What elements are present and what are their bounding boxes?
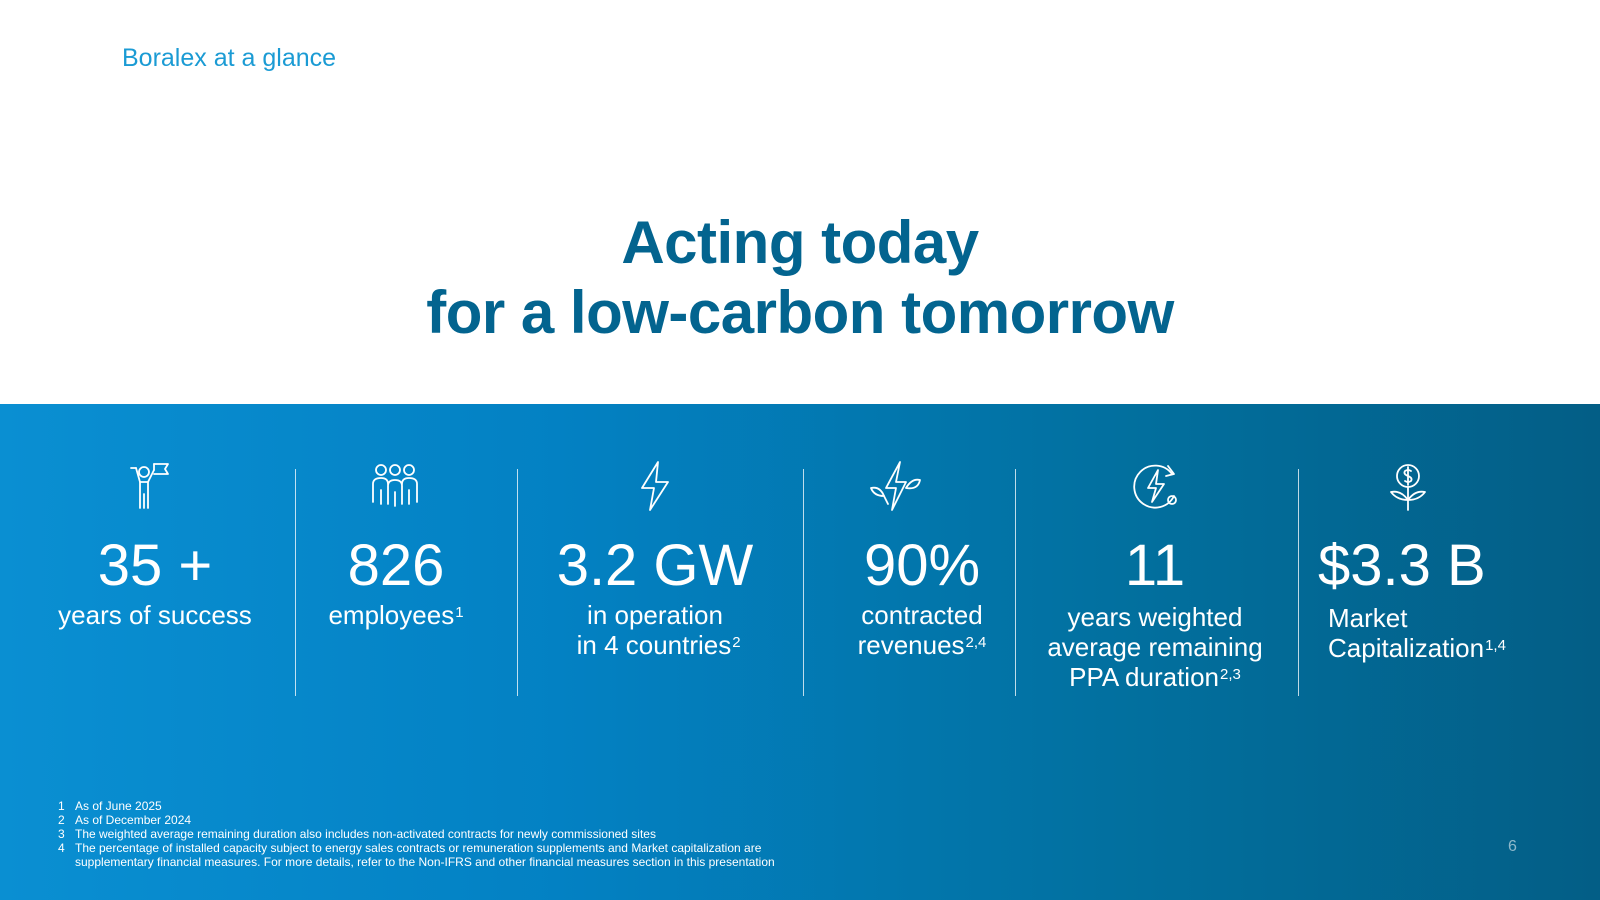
lightning-bolt-icon xyxy=(628,460,682,514)
group-people-icon xyxy=(368,460,422,514)
stat-value: $3.3 B xyxy=(1318,533,1486,598)
footnote: 2 As of December 2024 xyxy=(58,813,192,827)
person-flag-icon xyxy=(124,460,178,514)
headline: Acting today for a low-carbon tomorrow xyxy=(0,208,1600,348)
stat-caption: in operation in 4 countries2 xyxy=(540,600,770,660)
stat-employees: 826 employees1 xyxy=(316,404,476,900)
stat-caption: employees1 xyxy=(316,600,476,630)
caption-line: years of success xyxy=(58,600,252,630)
divider xyxy=(1298,469,1299,696)
caption-line: in operation xyxy=(587,600,723,630)
divider xyxy=(1015,469,1016,696)
stats-band: 35 + years of success 826 employ xyxy=(0,404,1600,900)
footnote: 1 As of June 2025 xyxy=(58,799,162,813)
footnote: 3 The weighted average remaining duration… xyxy=(58,827,656,841)
section-label: Boralex at a glance xyxy=(122,44,337,72)
headline-line-2: for a low-carbon tomorrow xyxy=(426,279,1174,346)
bolt-cycle-icon xyxy=(1128,460,1182,514)
divider xyxy=(295,469,296,696)
divider xyxy=(803,469,804,696)
stat-caption: years of success xyxy=(40,600,270,630)
stat-years-of-success: 35 + years of success xyxy=(40,404,270,900)
bolt-leaf-icon xyxy=(868,460,922,514)
stat-value: 3.2 GW xyxy=(556,533,754,598)
caption-line: contracted xyxy=(861,600,983,630)
stat-value: 826 xyxy=(347,533,445,598)
caption-line: PPA duration2,3 xyxy=(1069,662,1241,692)
caption-line: Market xyxy=(1328,603,1408,633)
stat-in-operation: 3.2 GW in operation in 4 countries2 xyxy=(540,404,770,900)
headline-line-1: Acting today xyxy=(621,209,979,276)
caption-line: average remaining xyxy=(1047,632,1263,662)
stat-caption: contracted revenues2,4 xyxy=(822,600,1022,660)
dollar-plant-icon xyxy=(1381,460,1435,514)
stat-caption: years weighted average remaining PPA dur… xyxy=(1030,602,1280,692)
stat-market-capitalization: $3.3 B Market Capitalization1,4 xyxy=(1310,404,1540,900)
footnote: 4 The percentage of installed capacity su… xyxy=(58,841,762,855)
stat-value: 35 + xyxy=(97,533,213,598)
stat-ppa-duration: 11 years weighted average remaining PPA … xyxy=(1030,404,1280,900)
page-number: 6 xyxy=(1508,838,1517,855)
caption-line: employees1 xyxy=(328,600,464,630)
caption-line: years weighted xyxy=(1067,602,1243,632)
footnote: supplementary financial measures. For mo… xyxy=(75,855,775,869)
stat-value: 11 xyxy=(1124,533,1186,598)
stat-caption: Market Capitalization1,4 xyxy=(1328,603,1558,663)
divider xyxy=(517,469,518,696)
caption-line: Capitalization1,4 xyxy=(1328,633,1506,663)
caption-line: revenues2,4 xyxy=(857,630,987,660)
stat-contracted-revenues: 90% contracted revenues2,4 xyxy=(822,404,1022,900)
stat-value: 90% xyxy=(863,533,981,598)
caption-line: in 4 countries2 xyxy=(576,630,741,660)
